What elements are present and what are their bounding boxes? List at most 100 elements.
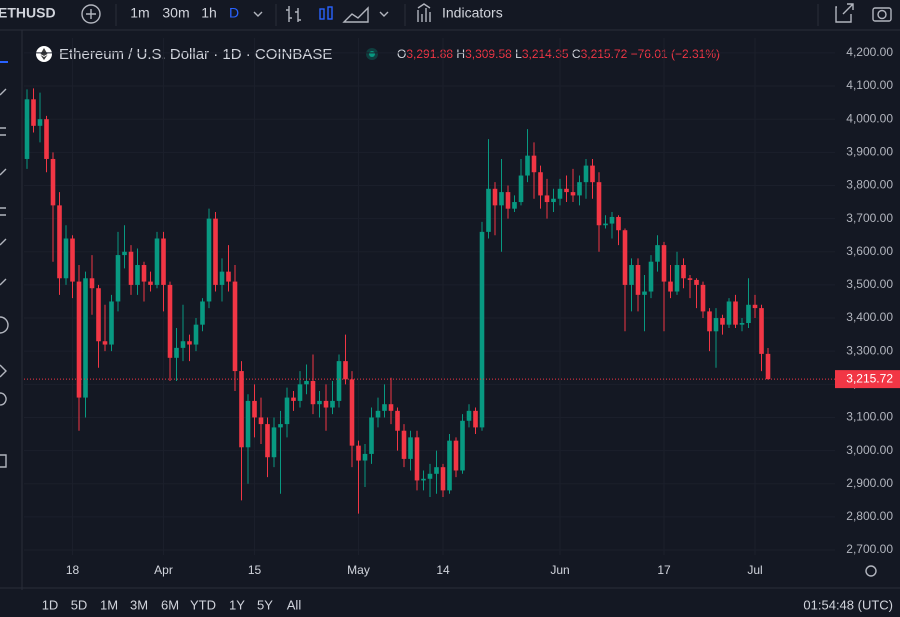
y-tick-label: 4,200.00 <box>846 45 893 59</box>
range-button[interactable]: 3M <box>130 597 148 612</box>
candle-body <box>414 437 420 481</box>
candle-body <box>603 223 608 226</box>
ohlc-key: C <box>572 47 581 61</box>
range-button[interactable]: 1Y <box>229 597 245 612</box>
candle-body <box>50 158 56 206</box>
symbol[interactable]: ETHUSD <box>0 5 56 21</box>
candle-body <box>382 404 387 411</box>
candle-body <box>557 188 563 199</box>
last-price-tag <box>835 370 900 389</box>
x-tick-label: 17 <box>657 563 671 577</box>
candle-body <box>258 417 264 425</box>
candle-body <box>759 308 764 354</box>
candle-body <box>447 440 452 491</box>
range-button[interactable]: 1D <box>42 597 59 612</box>
candle-body <box>720 318 725 325</box>
candle-body <box>421 478 426 481</box>
candle-body <box>440 467 446 491</box>
candle-body <box>622 230 628 285</box>
candle-body <box>336 361 342 401</box>
y-tick-label: 4,000.00 <box>846 111 893 125</box>
candle-body <box>115 255 121 302</box>
ohlc-value: 3,214.35 <box>522 47 569 61</box>
y-tick-label: 3,000.00 <box>846 443 893 457</box>
candle-body <box>512 202 517 209</box>
candle-body <box>180 341 186 348</box>
candle-body <box>505 192 511 209</box>
candle-body <box>551 198 556 203</box>
interval[interactable]: D <box>229 5 239 21</box>
candle-body <box>239 371 244 448</box>
candles-icon[interactable] <box>319 8 325 20</box>
range-button[interactable]: All <box>287 597 302 612</box>
candle-body <box>739 323 745 325</box>
candle-body <box>570 192 576 196</box>
candle-body <box>466 410 472 421</box>
ohlc-value: 3,309.58 <box>465 47 512 61</box>
tool-icons[interactable] <box>0 364 7 468</box>
tool-icon[interactable] <box>0 316 9 334</box>
y-tick-label: 3,500.00 <box>846 277 893 291</box>
x-tick-label: 15 <box>248 563 262 577</box>
candle-body <box>284 397 290 425</box>
candle-body <box>642 291 647 295</box>
candle-body <box>473 410 478 428</box>
range-button[interactable]: 6M <box>161 597 179 612</box>
settings-icon[interactable] <box>865 565 877 577</box>
range-button[interactable]: YTD <box>190 597 216 612</box>
chart-title: Ethereum / U.S. Dollar · 1D · COINBASE <box>59 46 332 63</box>
candle-body <box>713 318 719 332</box>
y-tick-label: 3,100.00 <box>846 410 893 424</box>
add-symbol-icon <box>86 9 96 19</box>
candle-body <box>213 218 218 285</box>
range-button[interactable]: 5D <box>71 597 88 612</box>
coin-logo <box>40 48 48 60</box>
add-symbol-icon[interactable] <box>81 4 101 24</box>
range-button[interactable]: 5Y <box>257 597 273 612</box>
dropdown-icon[interactable] <box>379 11 389 17</box>
candle-body <box>323 400 329 408</box>
candle-body <box>76 281 82 398</box>
drawing-tools[interactable] <box>0 88 7 286</box>
candle-body <box>63 238 69 279</box>
market-status <box>369 51 375 57</box>
bars-icon[interactable] <box>286 6 301 22</box>
candle-body <box>265 424 270 458</box>
candle-body <box>408 437 413 459</box>
candle-body <box>733 301 738 325</box>
candle-body <box>304 381 309 385</box>
x-tick-label: Jul <box>747 563 762 577</box>
candle-body <box>206 218 212 302</box>
indicators[interactable]: Indicators <box>442 5 503 21</box>
candle-body <box>154 238 160 285</box>
interval[interactable]: 1h <box>201 5 217 21</box>
candle-body <box>752 304 758 309</box>
x-tick-label: 18 <box>66 563 80 577</box>
candle-body <box>297 384 303 401</box>
dropdown-icon[interactable] <box>253 11 263 17</box>
share-icon[interactable] <box>835 3 854 23</box>
candle-body <box>518 175 524 203</box>
snapshot-icon[interactable] <box>872 7 892 22</box>
ohlc-value: 3,215.72 <box>581 47 628 61</box>
candle-body <box>330 400 335 408</box>
candle-body <box>252 400 257 418</box>
candle-body <box>694 279 699 285</box>
candle-body <box>161 238 166 285</box>
candle-body <box>343 361 348 380</box>
candles-icon <box>327 6 333 20</box>
candle-body <box>629 265 634 285</box>
candle-body <box>200 301 205 325</box>
area-icon[interactable] <box>342 6 369 23</box>
y-tick-label: 3,700.00 <box>846 211 893 225</box>
interval[interactable]: 1m <box>130 5 149 21</box>
candle-body <box>375 410 381 418</box>
x-tick-label: 14 <box>436 563 450 577</box>
x-tick-label: Apr <box>154 563 173 577</box>
indicators-icon[interactable] <box>417 3 431 22</box>
candle-body <box>44 119 49 159</box>
candle-body <box>700 284 706 312</box>
candle-body <box>479 231 485 428</box>
range-button[interactable]: 1M <box>100 597 118 612</box>
interval[interactable]: 30m <box>162 5 189 21</box>
